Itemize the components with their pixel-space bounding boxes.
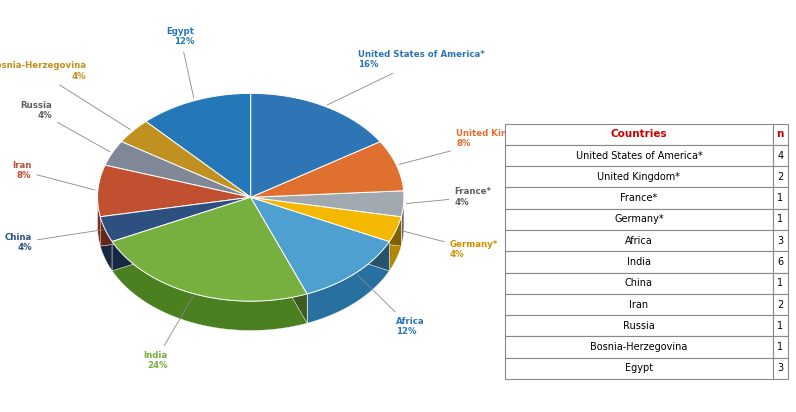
Polygon shape	[251, 197, 401, 246]
Text: Germany*
4%: Germany* 4%	[399, 230, 498, 259]
Text: France*
4%: France* 4%	[407, 187, 491, 207]
Polygon shape	[251, 197, 389, 294]
Polygon shape	[251, 197, 401, 241]
Polygon shape	[251, 142, 404, 197]
Polygon shape	[401, 197, 404, 246]
Polygon shape	[251, 197, 401, 246]
Polygon shape	[112, 197, 307, 301]
Text: United Kingdom*
8%: United Kingdom* 8%	[399, 129, 539, 164]
Polygon shape	[251, 197, 389, 271]
Polygon shape	[251, 197, 307, 323]
Polygon shape	[100, 197, 251, 246]
Text: India
24%: India 24%	[143, 296, 193, 370]
Polygon shape	[98, 165, 251, 217]
Polygon shape	[307, 241, 389, 323]
Text: United States of America*
16%: United States of America* 16%	[327, 50, 485, 105]
Polygon shape	[389, 217, 401, 271]
Text: Africa
12%: Africa 12%	[357, 275, 424, 336]
Polygon shape	[112, 197, 251, 271]
Polygon shape	[100, 217, 112, 271]
Text: Russia
4%: Russia 4%	[21, 101, 110, 152]
Text: Egypt
12%: Egypt 12%	[166, 27, 194, 98]
Text: Bosnia-Herzegovina
4%: Bosnia-Herzegovina 4%	[0, 61, 131, 129]
Polygon shape	[112, 197, 251, 271]
Polygon shape	[146, 94, 251, 197]
Polygon shape	[251, 94, 380, 197]
Polygon shape	[98, 227, 404, 330]
Polygon shape	[100, 197, 251, 246]
Polygon shape	[112, 241, 307, 330]
Polygon shape	[251, 197, 389, 271]
Polygon shape	[251, 191, 404, 217]
Polygon shape	[105, 142, 251, 197]
Polygon shape	[100, 197, 251, 241]
Polygon shape	[122, 122, 251, 197]
Text: Iran
8%: Iran 8%	[12, 161, 96, 190]
Polygon shape	[251, 197, 307, 323]
Text: China
4%: China 4%	[5, 230, 103, 253]
Polygon shape	[98, 197, 100, 246]
